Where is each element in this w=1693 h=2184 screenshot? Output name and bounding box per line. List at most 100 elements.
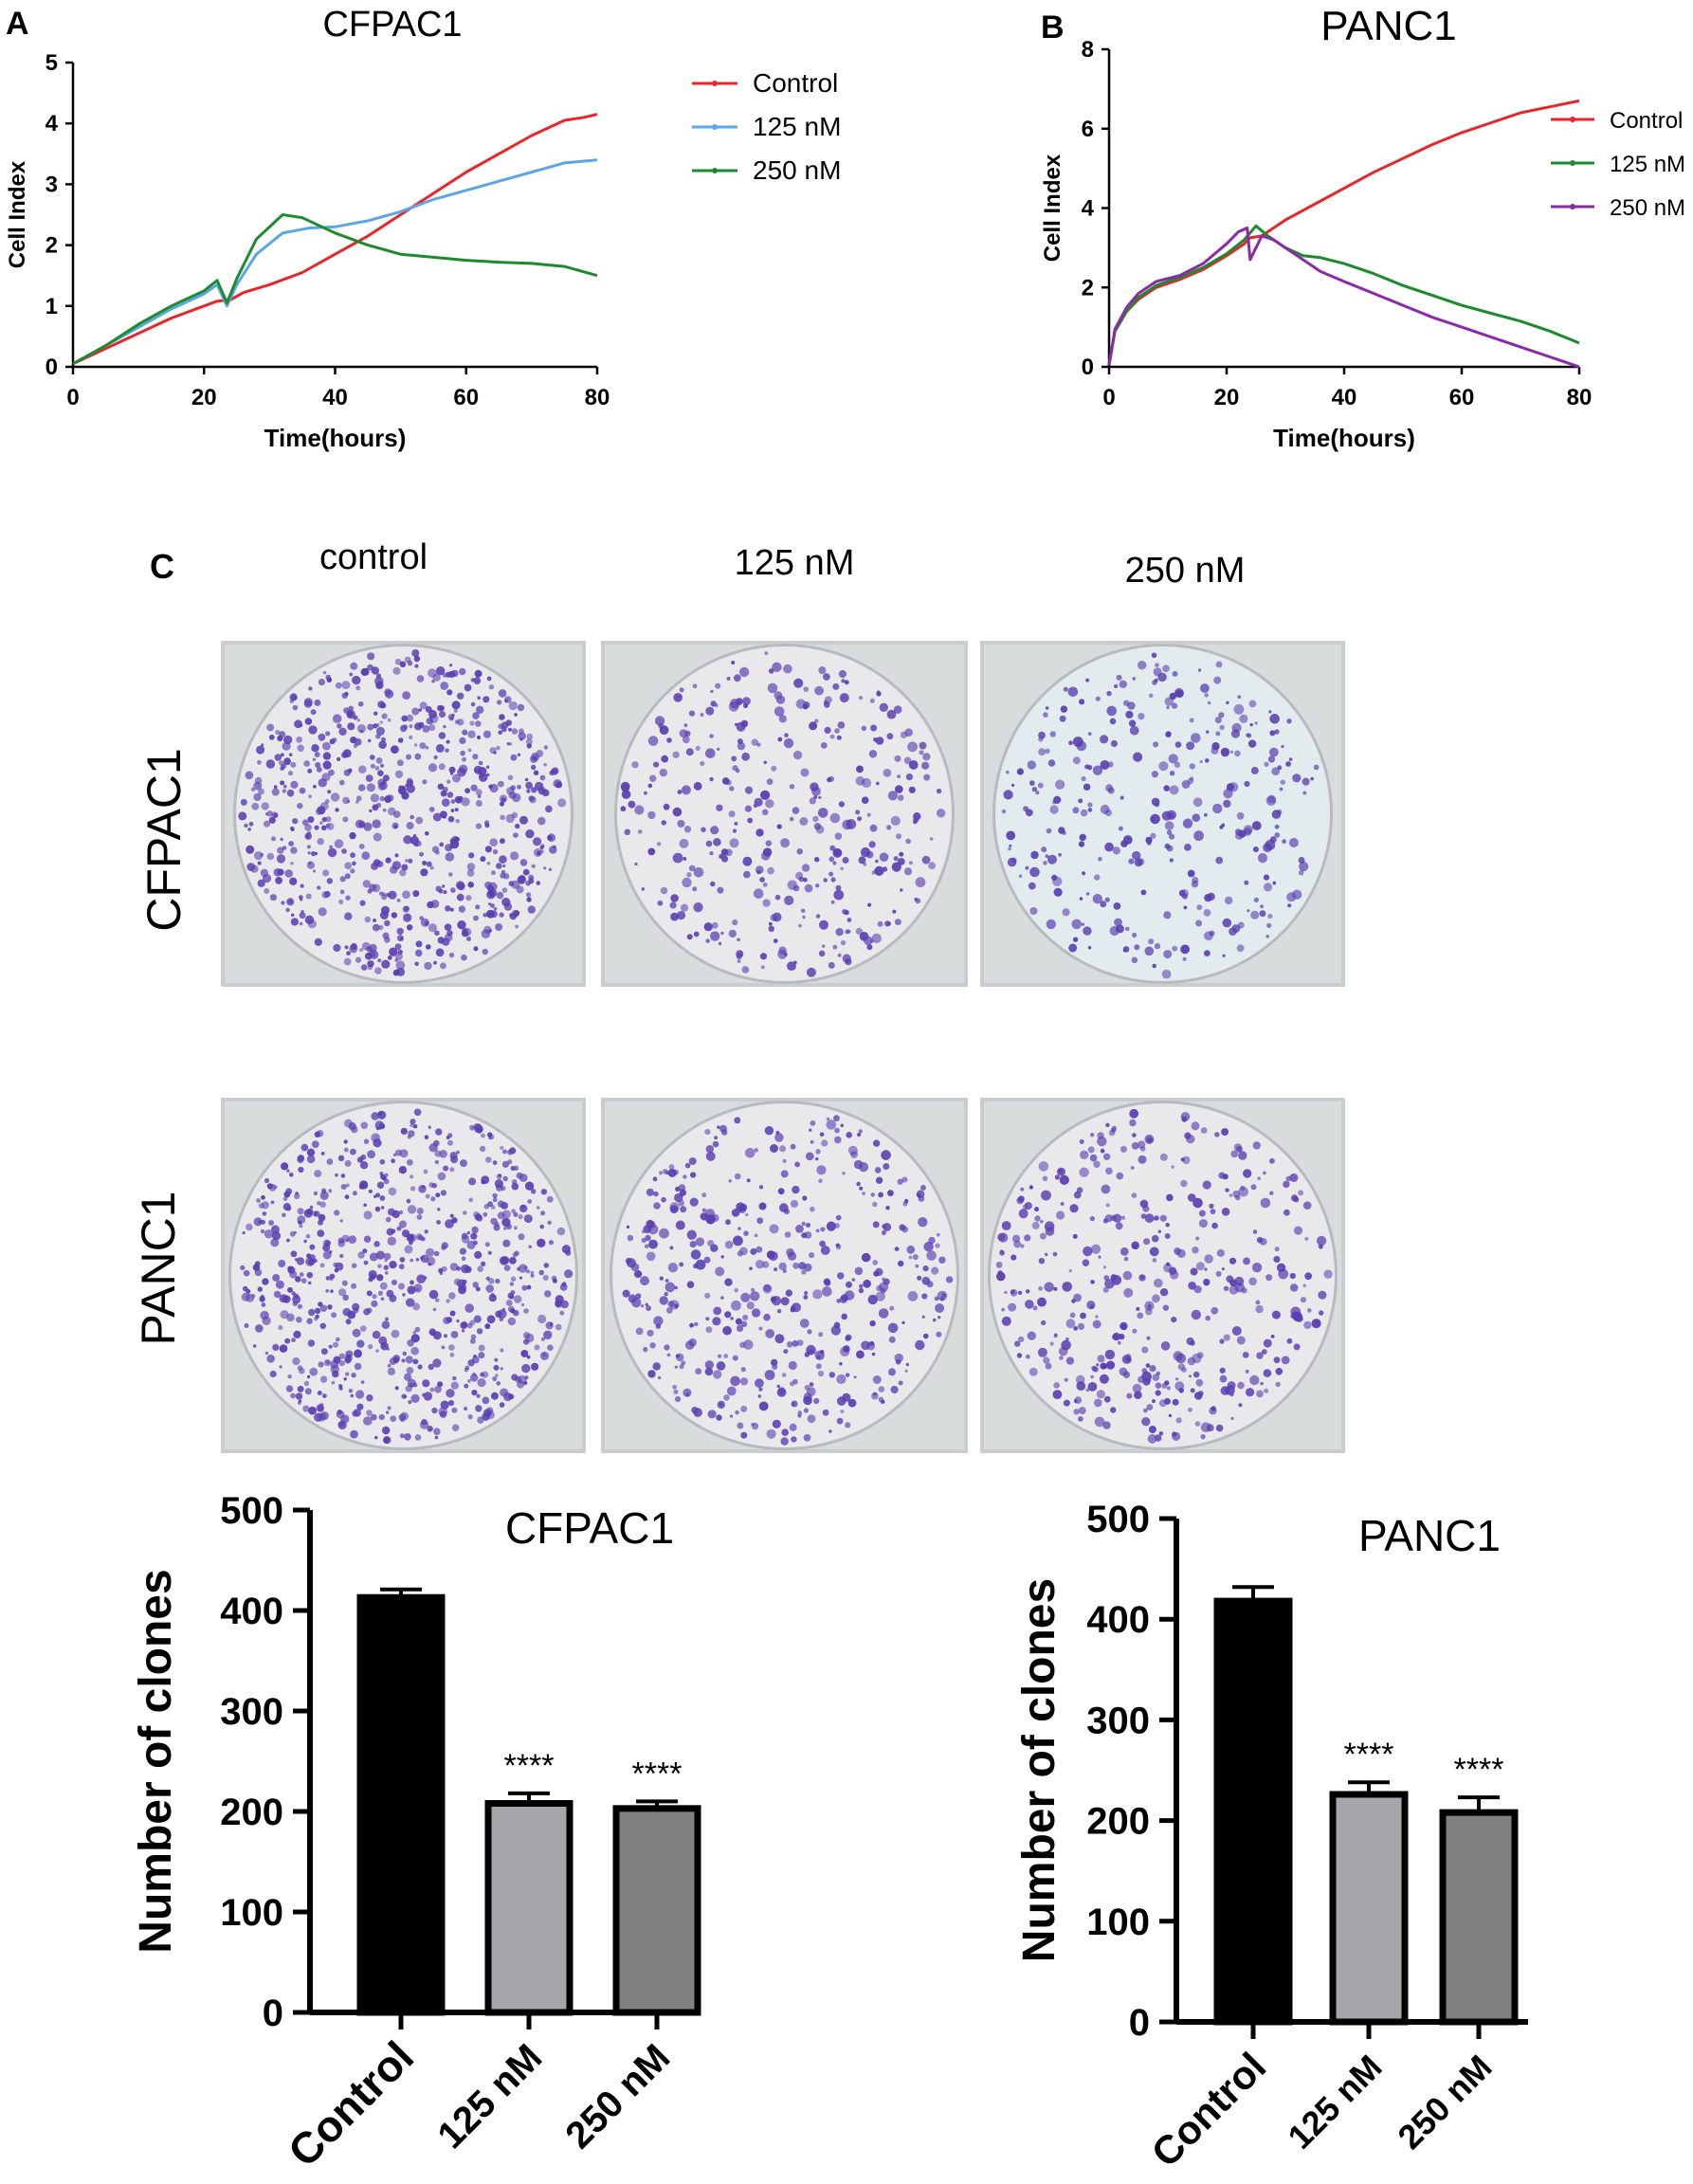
colony xyxy=(534,1344,540,1351)
colony xyxy=(878,1396,884,1403)
colony xyxy=(815,1228,820,1233)
colony xyxy=(461,954,467,961)
colony xyxy=(412,890,420,898)
colony xyxy=(828,871,834,877)
colony xyxy=(1120,1145,1127,1153)
colony xyxy=(890,1385,899,1394)
colony xyxy=(403,724,409,730)
colony xyxy=(1274,729,1280,735)
colony xyxy=(474,1250,482,1259)
colony xyxy=(897,774,901,779)
colony xyxy=(836,735,842,740)
colony xyxy=(923,774,931,781)
colony xyxy=(1146,1377,1152,1384)
colony xyxy=(1223,799,1231,809)
colony xyxy=(462,729,468,736)
colony xyxy=(750,1247,757,1255)
colony xyxy=(432,1307,437,1312)
colony xyxy=(394,770,404,778)
colony xyxy=(1235,831,1244,840)
colony xyxy=(695,1237,705,1247)
colony xyxy=(815,883,820,888)
colony xyxy=(240,1265,246,1270)
colony xyxy=(1047,854,1057,864)
colony xyxy=(683,826,692,833)
colony xyxy=(750,1291,760,1301)
colony xyxy=(871,1392,879,1400)
colony xyxy=(460,750,465,756)
colony xyxy=(1059,715,1066,722)
colony xyxy=(482,1211,488,1217)
colony xyxy=(360,1121,369,1130)
colony xyxy=(1215,661,1223,668)
colony xyxy=(770,1144,778,1153)
colony xyxy=(1102,1265,1107,1269)
colony xyxy=(659,1228,669,1239)
colony xyxy=(835,1214,842,1221)
colony xyxy=(514,713,518,717)
colony xyxy=(317,1229,325,1237)
colony xyxy=(387,718,391,722)
colony xyxy=(546,1195,554,1203)
colony xyxy=(718,1354,721,1358)
colony xyxy=(1242,1352,1249,1358)
colony xyxy=(299,1272,304,1277)
colony xyxy=(798,1262,807,1270)
colony xyxy=(517,753,521,756)
colony xyxy=(1191,733,1201,743)
colony xyxy=(758,1326,763,1331)
colony xyxy=(815,1156,819,1161)
colony xyxy=(720,1296,724,1300)
chart-title: PANC1 xyxy=(1358,1511,1501,1560)
colony xyxy=(674,1192,683,1203)
colony xyxy=(358,820,366,828)
colony xyxy=(858,1287,865,1294)
colony xyxy=(705,706,715,716)
colony xyxy=(1154,942,1161,950)
colony xyxy=(272,1343,280,1351)
colony xyxy=(1152,963,1156,969)
colony xyxy=(1193,830,1204,842)
colony xyxy=(306,1155,316,1164)
colony xyxy=(428,714,439,723)
colony xyxy=(308,686,313,691)
colony xyxy=(1238,1186,1248,1197)
colony xyxy=(810,1120,816,1126)
colony xyxy=(724,1278,733,1286)
colony xyxy=(350,1393,355,1398)
colony xyxy=(419,742,427,750)
colony xyxy=(369,809,373,813)
colony xyxy=(872,1375,882,1384)
colony xyxy=(1099,1374,1109,1384)
colony xyxy=(1204,812,1208,817)
colony xyxy=(1288,757,1293,761)
colony xyxy=(530,1273,535,1278)
colony xyxy=(525,738,533,746)
colony xyxy=(1049,1341,1054,1346)
colony xyxy=(1059,1356,1064,1360)
colony xyxy=(850,1151,858,1158)
colony xyxy=(379,795,385,802)
colony xyxy=(855,810,861,815)
colony xyxy=(728,1179,732,1183)
colony xyxy=(1100,901,1107,908)
colony xyxy=(518,1214,523,1220)
colony xyxy=(467,1359,475,1367)
colony xyxy=(412,1330,417,1335)
colony xyxy=(440,962,446,970)
colony xyxy=(1196,904,1203,911)
colony xyxy=(1109,925,1120,937)
colony xyxy=(907,1291,919,1301)
colony xyxy=(1192,1197,1203,1209)
colony xyxy=(507,774,514,781)
colony xyxy=(1266,922,1272,928)
colony xyxy=(908,760,919,770)
colony xyxy=(777,737,783,742)
colony xyxy=(1078,1416,1083,1422)
colony xyxy=(695,745,701,752)
colony xyxy=(796,848,803,855)
colony xyxy=(676,911,686,920)
colony xyxy=(672,1385,677,1390)
colony xyxy=(873,1392,877,1396)
colony xyxy=(1025,1354,1030,1359)
